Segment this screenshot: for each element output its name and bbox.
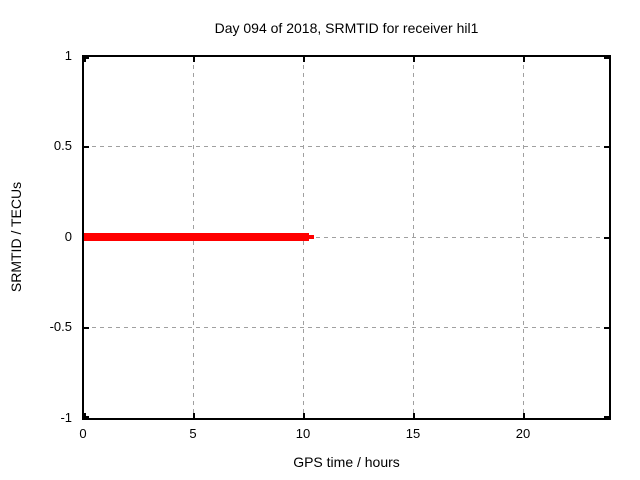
data-line-srmtid (84, 233, 309, 241)
x-tick-mark (84, 413, 86, 418)
y-tick-mark (604, 416, 609, 418)
gridline-y0.5 (84, 146, 609, 147)
y-axis-label: SRMTID / TECUs (8, 181, 24, 293)
x-tick-label: 15 (405, 426, 421, 441)
plot-title: Day 094 of 2018, SRMTID for receiver hil… (214, 20, 479, 36)
y-tick-mark (84, 327, 89, 329)
x-tick-mark (84, 57, 86, 62)
y-tick-mark (604, 146, 609, 148)
x-tick-mark (413, 413, 415, 418)
x-tick-mark (523, 413, 525, 418)
y-tick-mark (84, 416, 89, 418)
x-tick-mark (303, 413, 305, 418)
gridline-y0 (84, 237, 609, 238)
data-line-srmtid-end (308, 235, 314, 239)
x-tick-mark (303, 57, 305, 62)
x-tick-mark (193, 413, 195, 418)
y-tick-mark (604, 237, 609, 239)
x-tick-label: 10 (295, 426, 311, 441)
plot-area (82, 55, 611, 420)
y-tick-label: 0.5 (53, 138, 72, 153)
y-tick-label: -1 (60, 410, 72, 425)
x-tick-label: 20 (515, 426, 531, 441)
x-tick-mark (193, 57, 195, 62)
y-tick-label: 1 (64, 48, 72, 63)
y-tick-mark (604, 327, 609, 329)
x-tick-label: 0 (79, 426, 87, 441)
gridline-y-0.5 (84, 327, 609, 328)
x-tick-label: 5 (189, 426, 197, 441)
y-tick-mark (84, 57, 89, 59)
y-tick-label: -0.5 (49, 319, 72, 334)
x-tick-mark (413, 57, 415, 62)
y-tick-mark (84, 146, 89, 148)
x-tick-mark (523, 57, 525, 62)
x-axis-label: GPS time / hours (293, 454, 400, 470)
y-tick-mark (604, 57, 609, 59)
y-tick-label: 0 (64, 229, 72, 244)
